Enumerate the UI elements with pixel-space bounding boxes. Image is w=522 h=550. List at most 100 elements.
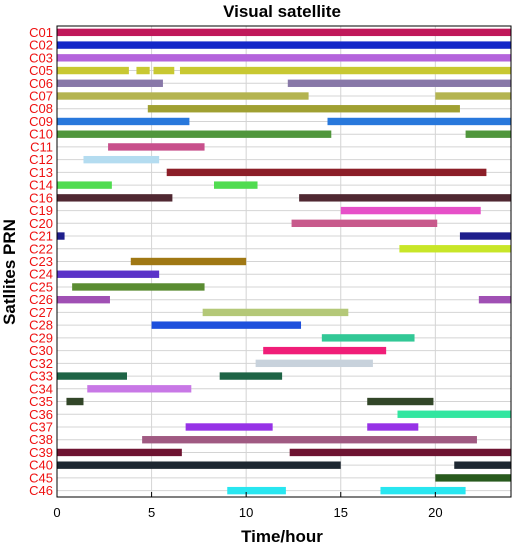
prn-label: C06 (29, 76, 53, 91)
visibility-bar-c11 (108, 143, 205, 151)
prn-label: C34 (29, 381, 53, 396)
x-tick-label: 15 (334, 505, 348, 520)
visibility-bar-c38 (142, 436, 477, 444)
visibility-bar-c33 (219, 372, 283, 380)
prn-label: C08 (29, 101, 53, 116)
visibility-bar-c36 (397, 410, 511, 418)
visibility-bar-c09 (57, 117, 190, 126)
prn-label: C30 (29, 343, 53, 358)
visibility-bar-c08 (147, 105, 460, 113)
visibility-bar-c26 (57, 295, 110, 304)
x-tick-label: 20 (428, 505, 442, 520)
prn-label: C05 (29, 63, 53, 78)
prn-label: C07 (29, 89, 53, 104)
prn-label: C02 (29, 38, 53, 53)
visibility-bar-c10 (465, 130, 511, 138)
prn-label: C12 (29, 152, 53, 167)
visibility-bar-c05 (179, 66, 512, 75)
visibility-bar-c21 (57, 232, 65, 240)
visibility-bar-c06 (287, 79, 511, 87)
visibility-bar-c16 (299, 194, 511, 202)
visibility-bar-c20 (291, 219, 438, 228)
visibility-bar-c01 (57, 28, 511, 37)
visibility-bar-c25 (72, 283, 205, 291)
visibility-bar-c23 (130, 257, 247, 266)
prn-label: C10 (29, 127, 53, 142)
prn-label: C21 (29, 229, 53, 244)
visibility-bar-c35 (367, 397, 434, 406)
visibility-bar-c27 (202, 308, 349, 317)
prn-label: C25 (29, 279, 53, 294)
visibility-bar-c12 (83, 155, 160, 164)
prn-label: C03 (29, 50, 53, 65)
prn-label: C32 (29, 356, 53, 371)
prn-label: C45 (29, 470, 53, 485)
x-tick-label: 5 (148, 505, 155, 520)
visibility-bar-c33 (57, 372, 127, 380)
visibility-bar-c35 (66, 397, 84, 406)
visibility-bar-c21 (459, 232, 511, 240)
visibility-bar-c28 (151, 321, 302, 329)
prn-label: C22 (29, 241, 53, 256)
x-axis-label: Time/hour (241, 527, 323, 546)
visibility-bar-c10 (57, 130, 332, 138)
visibility-bar-c22 (399, 245, 511, 253)
prn-label: C46 (29, 483, 53, 498)
chart-title: Visual satellite (223, 2, 341, 21)
visibility-bar-c30 (263, 346, 387, 355)
x-ticks: 0 5 10 15 20 (53, 492, 443, 520)
visibility-bar-c34 (87, 385, 192, 393)
prn-label: C09 (29, 114, 53, 129)
prn-label: C23 (29, 254, 53, 269)
prn-label: C24 (29, 267, 53, 282)
visibility-bar-c39 (289, 448, 511, 457)
prn-label: C37 (29, 419, 53, 434)
visibility-bar-c39 (57, 448, 182, 457)
prn-label: C36 (29, 407, 53, 422)
visibility-bar-c40 (57, 461, 341, 469)
visibility-bar-c24 (57, 270, 160, 278)
prn-label: C40 (29, 458, 53, 473)
bars-group (57, 28, 512, 495)
prn-label: C01 (29, 25, 53, 40)
visibility-bar-c09 (327, 117, 511, 126)
visibility-bar-c07 (435, 92, 511, 100)
visibility-bar-c16 (57, 194, 173, 202)
visibility-bar-c26 (478, 295, 511, 304)
visibility-bar-c14 (57, 181, 112, 189)
visibility-bar-c05 (136, 66, 150, 75)
visibility-bar-c40 (454, 461, 511, 469)
visibility-bar-c37 (185, 423, 273, 431)
x-tick-label: 0 (53, 505, 60, 520)
prn-label: C35 (29, 394, 53, 409)
x-tick-label: 10 (239, 505, 253, 520)
prn-label: C33 (29, 369, 53, 384)
prn-labels: C01C02C03C05C06C07C08C09C10C11C12C13C14C… (29, 25, 53, 498)
visibility-bar-c07 (57, 92, 309, 100)
visibility-bar-c46 (227, 486, 286, 495)
prn-label: C20 (29, 216, 53, 231)
prn-label: C28 (29, 318, 53, 333)
visibility-bar-c45 (435, 474, 511, 482)
visibility-bar-c29 (321, 334, 415, 342)
prn-label: C16 (29, 190, 53, 205)
prn-label: C38 (29, 432, 53, 447)
prn-label: C27 (29, 305, 53, 320)
prn-label: C19 (29, 203, 53, 218)
visibility-bar-c05 (57, 66, 129, 75)
visibility-bar-c03 (57, 54, 511, 62)
visibility-bar-c06 (57, 79, 163, 87)
prn-label: C13 (29, 165, 53, 180)
visibility-bar-c37 (367, 423, 419, 431)
plot-frame (56, 25, 512, 498)
prn-label: C11 (30, 139, 53, 154)
visibility-bar-c19 (340, 206, 481, 215)
y-axis-label: Satllites PRN (0, 219, 19, 325)
visibility-bar-c32 (255, 359, 373, 368)
visibility-bar-c02 (57, 41, 511, 49)
prn-label: C26 (29, 292, 53, 307)
visibility-bar-c05 (153, 66, 175, 75)
visibility-bar-c13 (166, 168, 487, 177)
prn-label: C14 (29, 178, 53, 193)
